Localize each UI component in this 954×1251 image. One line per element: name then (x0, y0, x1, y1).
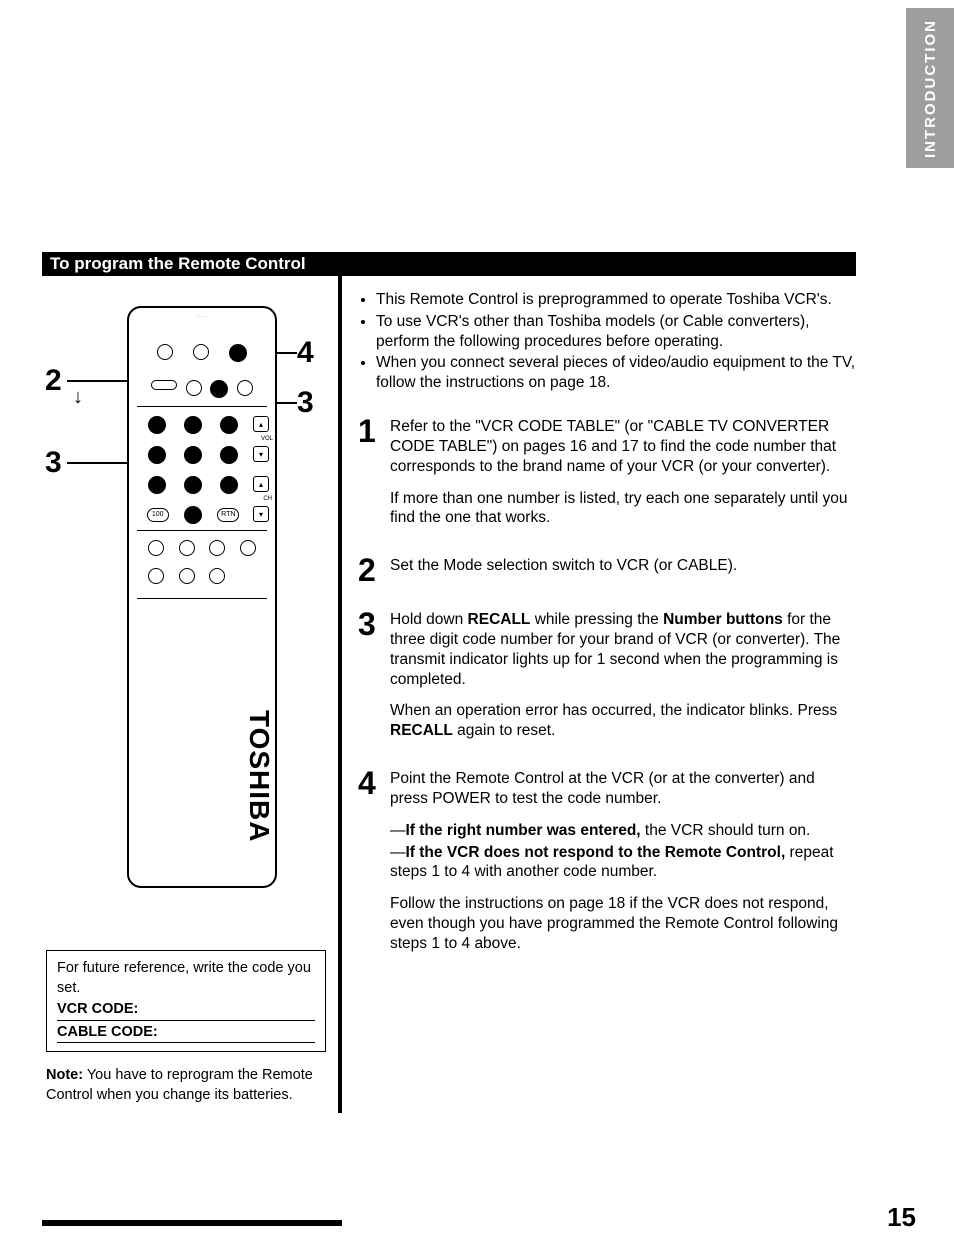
remote-brand: TOSHIBA (129, 696, 275, 856)
note-block: Note: You have to reprogram the Remote C… (46, 1066, 326, 1105)
step-4: 4 Point the Remote Control at the VCR (o… (358, 767, 856, 966)
callout-3-left: 3 (45, 446, 62, 480)
rec-icon (148, 568, 164, 584)
rew-icon (179, 540, 195, 556)
page: INTRODUCTION To program the Remote Contr… (0, 0, 954, 1251)
code-reference-box: For future reference, write the code you… (46, 950, 326, 1052)
vol-down-icon: ▾ (253, 446, 269, 462)
right-column: This Remote Control is preprogrammed to … (342, 276, 856, 1113)
callout-2: 2 (45, 364, 62, 398)
section-tab-label: INTRODUCTION (922, 19, 939, 158)
bullet-item: This Remote Control is preprogrammed to … (376, 290, 856, 310)
num-button-icon (148, 446, 166, 464)
tv-vcr-button-icon (186, 380, 202, 396)
section-tab: INTRODUCTION (906, 8, 954, 168)
step-number: 3 (358, 608, 390, 753)
step-1-p2: If more than one number is listed, try e… (390, 489, 856, 529)
play-icon (209, 540, 225, 556)
left-col-bottom-rule (42, 1220, 342, 1226)
note-text: You have to reprogram the Remote Control… (46, 1067, 313, 1103)
step-number: 4 (358, 767, 390, 966)
mode-switch-icon (151, 380, 177, 390)
num-button-icon (184, 476, 202, 494)
num-button-icon (148, 416, 166, 434)
recall-button-icon (210, 380, 228, 398)
step-4-line1: If the right number was entered, the VCR… (390, 821, 856, 841)
bullet-item: When you connect several pieces of video… (376, 353, 856, 393)
exp-button-icon (237, 380, 253, 396)
callout-3-right: 3 (297, 386, 314, 420)
rtn-button: RTN (217, 508, 239, 522)
hundred-button: 100 (147, 508, 169, 522)
bullet-item: To use VCR's other than Toshiba models (… (376, 312, 856, 352)
pic-button-icon (157, 344, 173, 360)
slow-icon (209, 568, 225, 584)
callout-3-left-line (67, 462, 127, 464)
ch-down-icon: ▾ (253, 506, 269, 522)
remote-top-label: · · · (129, 314, 275, 320)
step-3-p1: Hold down RECALL while pressing the Numb… (390, 610, 856, 689)
intro-bullets: This Remote Control is preprogrammed to … (358, 290, 856, 393)
num-button-icon (148, 476, 166, 494)
num-button-icon (220, 416, 238, 434)
step-4-line2: If the VCR does not respond to the Remot… (390, 843, 856, 883)
num-button-icon (220, 476, 238, 494)
step-4-p3: Follow the instructions on page 18 if th… (390, 894, 856, 953)
step-2: 2 Set the Mode selection switch to VCR (… (358, 554, 856, 588)
page-number: 15 (887, 1202, 916, 1233)
num-button-icon (184, 446, 202, 464)
heading-text: To program the Remote Control (50, 254, 306, 273)
mute-button-icon (193, 344, 209, 360)
callout-2-line (67, 380, 127, 382)
stop-icon (148, 540, 164, 556)
heading-bar: To program the Remote Control (42, 252, 856, 276)
power-button-icon (229, 344, 247, 362)
step-number: 2 (358, 554, 390, 588)
step-1-p1: Refer to the "VCR CODE TABLE" (or "CABLE… (390, 417, 856, 476)
pause-icon (179, 568, 195, 584)
spacer-icon (240, 568, 256, 584)
content-area: 2 ↓ 3 4 3 · · · (42, 276, 856, 1113)
code-box-intro: For future reference, write the code you… (57, 960, 311, 996)
left-column: 2 ↓ 3 4 3 · · · (42, 276, 342, 1113)
vcr-code-label: VCR CODE: (57, 1001, 138, 1017)
num-button-icon (184, 506, 202, 524)
step-4-p1: Point the Remote Control at the VCR (or … (390, 769, 856, 809)
ff-icon (240, 540, 256, 556)
callout-4: 4 (297, 336, 314, 370)
step-number: 1 (358, 415, 390, 540)
num-button-icon (184, 416, 202, 434)
num-button-icon (220, 446, 238, 464)
vol-label: VOL (261, 436, 273, 442)
ch-label: CH (263, 496, 272, 502)
vol-up-icon: ▴ (253, 416, 269, 432)
step-3: 3 Hold down RECALL while pressing the Nu… (358, 608, 856, 753)
step-1: 1 Refer to the "VCR CODE TABLE" (or "CAB… (358, 415, 856, 540)
remote-diagram: 2 ↓ 3 4 3 · · · (41, 290, 331, 910)
remote-body: · · · (127, 306, 277, 888)
step-3-p2: When an operation error has occurred, th… (390, 701, 856, 741)
note-label: Note: (46, 1067, 83, 1083)
arrow-down-icon: ↓ (73, 386, 83, 409)
cable-code-label: CABLE CODE: (57, 1024, 158, 1040)
step-2-p1: Set the Mode selection switch to VCR (or… (390, 556, 737, 576)
ch-up-icon: ▴ (253, 476, 269, 492)
